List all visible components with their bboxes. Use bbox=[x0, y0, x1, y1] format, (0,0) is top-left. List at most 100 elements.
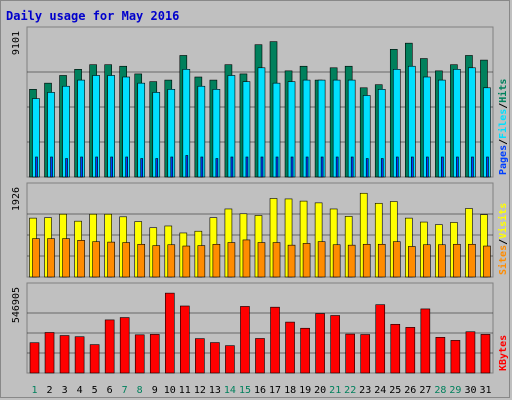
legend-entry: Pages bbox=[498, 145, 509, 175]
bar-kbytes bbox=[420, 308, 431, 374]
bar-sites bbox=[468, 243, 476, 278]
bar-kbytes bbox=[134, 334, 145, 374]
bar-pages bbox=[441, 156, 444, 178]
legend: Sites/Visits bbox=[497, 203, 509, 275]
bar-kbytes bbox=[74, 336, 85, 374]
x-tick-label: 4 bbox=[77, 385, 83, 396]
bar-sites bbox=[167, 244, 176, 278]
bar-pages bbox=[35, 156, 38, 178]
x-tick-label: 22 bbox=[344, 385, 356, 396]
bar-sites bbox=[362, 243, 371, 278]
bar-pages bbox=[170, 156, 174, 178]
bar-sites bbox=[62, 238, 70, 278]
x-tick-label: 15 bbox=[239, 385, 251, 396]
x-tick-label: 26 bbox=[404, 385, 416, 396]
bar-kbytes bbox=[164, 292, 175, 374]
x-tick-label: 8 bbox=[137, 385, 143, 396]
bar-pages bbox=[395, 156, 399, 178]
bar-pages bbox=[486, 156, 489, 178]
bar-sites bbox=[227, 242, 236, 278]
bar-sites bbox=[77, 240, 85, 278]
bar-sites bbox=[182, 245, 191, 278]
bar-sites bbox=[408, 246, 416, 278]
bar-pages bbox=[65, 158, 68, 178]
bar-kbytes bbox=[44, 332, 55, 374]
x-tick-label: 11 bbox=[179, 385, 191, 396]
bar-pages bbox=[290, 156, 294, 178]
y-max-label: 546905 bbox=[11, 287, 22, 323]
x-tick-label: 14 bbox=[224, 385, 236, 396]
bar-sites bbox=[317, 241, 326, 278]
x-tick-label: 24 bbox=[374, 385, 386, 396]
bar-pages bbox=[471, 156, 474, 178]
x-tick-label: 10 bbox=[164, 385, 176, 396]
bar-sites bbox=[483, 245, 491, 278]
bar-kbytes bbox=[285, 321, 295, 374]
bar-kbytes bbox=[149, 334, 160, 374]
bar-sites bbox=[423, 244, 431, 278]
bar-kbytes bbox=[104, 319, 115, 374]
bar-kbytes bbox=[480, 334, 491, 374]
x-tick-label: 21 bbox=[329, 385, 341, 396]
x-tick-label: 1 bbox=[31, 385, 37, 396]
legend-entry: Sites bbox=[497, 245, 509, 275]
bar-pages bbox=[110, 156, 113, 178]
bar-pages bbox=[50, 156, 53, 178]
bar-kbytes bbox=[390, 323, 401, 374]
bar-kbytes bbox=[270, 306, 280, 374]
bar-pages bbox=[230, 156, 234, 178]
bar-sites bbox=[122, 242, 130, 278]
bar-sites bbox=[92, 241, 100, 278]
bar-kbytes bbox=[119, 317, 130, 374]
bar-pages bbox=[80, 156, 83, 178]
y-max-label: 9101 bbox=[11, 31, 22, 55]
bar-sites bbox=[152, 245, 161, 278]
bar-pages bbox=[275, 156, 279, 178]
bar-sites bbox=[107, 241, 115, 278]
legend: Pages/Files/Hits bbox=[497, 79, 509, 175]
bar-kbytes bbox=[435, 337, 446, 374]
legend: KBytes bbox=[498, 335, 509, 371]
x-tick-label: 18 bbox=[284, 385, 296, 396]
y-max-label: 1926 bbox=[11, 187, 22, 211]
x-tick-label: 16 bbox=[254, 385, 266, 396]
x-tick-label: 27 bbox=[419, 385, 431, 396]
bar-kbytes bbox=[225, 345, 235, 374]
bar-pages bbox=[305, 156, 309, 178]
bar-pages bbox=[245, 156, 249, 178]
bar-kbytes bbox=[405, 327, 416, 374]
x-tick-label: 9 bbox=[152, 385, 158, 396]
x-tick-label: 2 bbox=[46, 385, 52, 396]
legend-entry: Visits bbox=[497, 203, 509, 239]
x-tick-label: 13 bbox=[209, 385, 221, 396]
bar-sites bbox=[272, 242, 281, 278]
bar-kbytes bbox=[375, 304, 386, 374]
bar-sites bbox=[137, 243, 146, 278]
bar-sites bbox=[257, 242, 266, 278]
bar-kbytes bbox=[300, 327, 310, 374]
bar-pages bbox=[185, 155, 189, 178]
bar-kbytes bbox=[180, 305, 190, 374]
bar-sites bbox=[347, 244, 356, 278]
x-tick-label: 19 bbox=[299, 385, 311, 396]
bar-pages bbox=[335, 156, 339, 178]
bar-kbytes bbox=[255, 338, 265, 374]
legend-entry: Files bbox=[497, 109, 509, 139]
x-tick-label: 25 bbox=[389, 385, 401, 396]
bar-sites bbox=[212, 243, 221, 278]
bar-kbytes bbox=[240, 306, 250, 374]
bar-pages bbox=[426, 156, 429, 178]
bar-sites bbox=[287, 244, 296, 278]
bar-pages bbox=[155, 158, 159, 178]
bar-kbytes bbox=[195, 338, 205, 374]
bar-pages bbox=[260, 156, 264, 178]
legend-separator: / bbox=[498, 103, 509, 109]
bar-sites bbox=[302, 243, 311, 278]
legend-separator: / bbox=[498, 239, 509, 245]
bar-sites bbox=[453, 243, 461, 278]
x-tick-label: 29 bbox=[449, 385, 461, 396]
x-tick-label: 28 bbox=[434, 385, 446, 396]
x-tick-label: 6 bbox=[107, 385, 113, 396]
